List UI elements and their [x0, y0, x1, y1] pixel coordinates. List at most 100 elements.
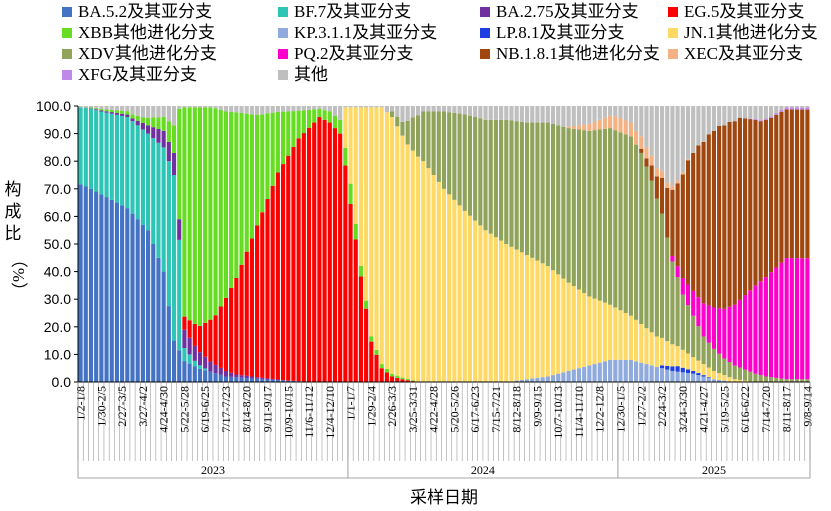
bar-segment — [244, 113, 249, 252]
bar-segment — [410, 150, 415, 381]
bar-segment — [649, 165, 654, 181]
y-tick-label: 20.0 — [44, 319, 71, 335]
bar-segment — [665, 369, 670, 382]
bar-segment — [743, 106, 748, 119]
bar-segment — [597, 119, 602, 130]
bar-segment — [545, 376, 550, 382]
bar-segment — [722, 308, 727, 359]
bar-segment — [109, 112, 114, 114]
bar-segment — [701, 376, 706, 382]
bar-segment — [114, 106, 120, 111]
bar-segment — [421, 161, 426, 382]
bar-segment — [717, 379, 722, 382]
bar-segment — [556, 125, 561, 275]
bar-segment — [166, 161, 171, 307]
bar-segment — [177, 239, 182, 351]
bar-segment — [286, 155, 291, 381]
bar-segment — [457, 106, 462, 114]
bar-segment — [275, 380, 280, 382]
bar-segment — [602, 361, 608, 382]
bar-segment — [711, 348, 717, 371]
bar-segment — [763, 119, 768, 278]
bar-segment — [390, 106, 395, 112]
bar-segment — [177, 219, 182, 240]
bar-segment — [519, 106, 524, 122]
bar-segment — [358, 265, 364, 277]
bar-segment — [270, 112, 275, 186]
bar-segment — [504, 106, 509, 120]
bar-segment — [104, 197, 109, 382]
bar-segment — [779, 106, 784, 110]
bar-segment — [275, 106, 280, 112]
bar-segment — [353, 223, 358, 240]
bar-segment — [395, 377, 400, 382]
bar-segment — [384, 112, 389, 369]
x-week-label: 11/6-11/12 — [302, 386, 316, 438]
bar-segment — [78, 106, 83, 108]
bar-segment — [592, 298, 597, 365]
bar-segment — [146, 125, 151, 134]
bar-segment — [623, 134, 628, 313]
bar-segment — [659, 368, 665, 382]
bar-segment — [670, 366, 675, 371]
bar-segment — [644, 328, 649, 365]
bar-segment — [462, 210, 467, 382]
bar-segment — [130, 121, 135, 214]
y-tick-label: 30.0 — [44, 291, 71, 307]
legend-swatch — [668, 7, 678, 17]
bar-segment — [332, 106, 338, 116]
bar-segment — [156, 257, 161, 382]
bar-segment — [618, 118, 623, 133]
bar-segment — [114, 114, 120, 203]
x-week-label: 7/14-7/20 — [759, 386, 773, 433]
bar-segment — [711, 379, 717, 382]
bar-segment — [151, 138, 156, 244]
legend-label: JN.1其他进化分支 — [684, 23, 818, 42]
legend-label: XBB其他进化分支 — [78, 23, 215, 42]
bar-segment — [374, 107, 379, 350]
bar-segment — [140, 129, 145, 225]
bar-segment — [737, 106, 742, 118]
bar-segment — [561, 126, 566, 279]
bar-segment — [743, 118, 748, 296]
bar-segment — [94, 108, 99, 110]
bar-segment — [571, 128, 576, 287]
bar-segment — [255, 377, 260, 379]
bar-segment — [530, 106, 535, 123]
bar-segment — [280, 380, 286, 382]
bar-segment — [135, 219, 140, 382]
bar-segment — [400, 379, 405, 382]
bar-segment — [634, 319, 639, 362]
bar-segment — [753, 118, 758, 120]
bar-segment — [187, 106, 192, 108]
bar-segment — [659, 337, 665, 366]
bar-segment — [229, 372, 234, 377]
bar-segment — [317, 106, 322, 109]
y-tick-label: 60.0 — [44, 208, 71, 224]
bar-segment — [88, 107, 94, 109]
bar-segment — [203, 370, 208, 382]
bar-segment — [223, 106, 229, 112]
bar-segment — [327, 122, 332, 382]
bar-segment — [452, 199, 457, 382]
bar-segment — [291, 146, 296, 381]
bar-segment — [530, 257, 535, 379]
bar-segment — [415, 156, 421, 382]
bar-segment — [384, 368, 389, 373]
bar-segment — [244, 378, 249, 382]
bar-segment — [659, 365, 665, 369]
bar-segment — [732, 121, 737, 305]
bar-segment — [171, 152, 177, 175]
bar-segment — [644, 147, 649, 159]
legend-label: EG.5及其亚分支 — [684, 2, 805, 21]
legend-label: LP.8.1及其亚分支 — [496, 23, 625, 42]
bar-segment — [239, 112, 244, 265]
bar-segment — [665, 106, 670, 183]
bar-segment — [161, 106, 166, 118]
bar-segment — [218, 367, 223, 375]
bar-segment — [197, 365, 203, 369]
bar-segment — [192, 107, 197, 324]
bar-segment — [410, 380, 415, 382]
bar-segment — [685, 106, 691, 160]
bar-segment — [550, 123, 556, 271]
